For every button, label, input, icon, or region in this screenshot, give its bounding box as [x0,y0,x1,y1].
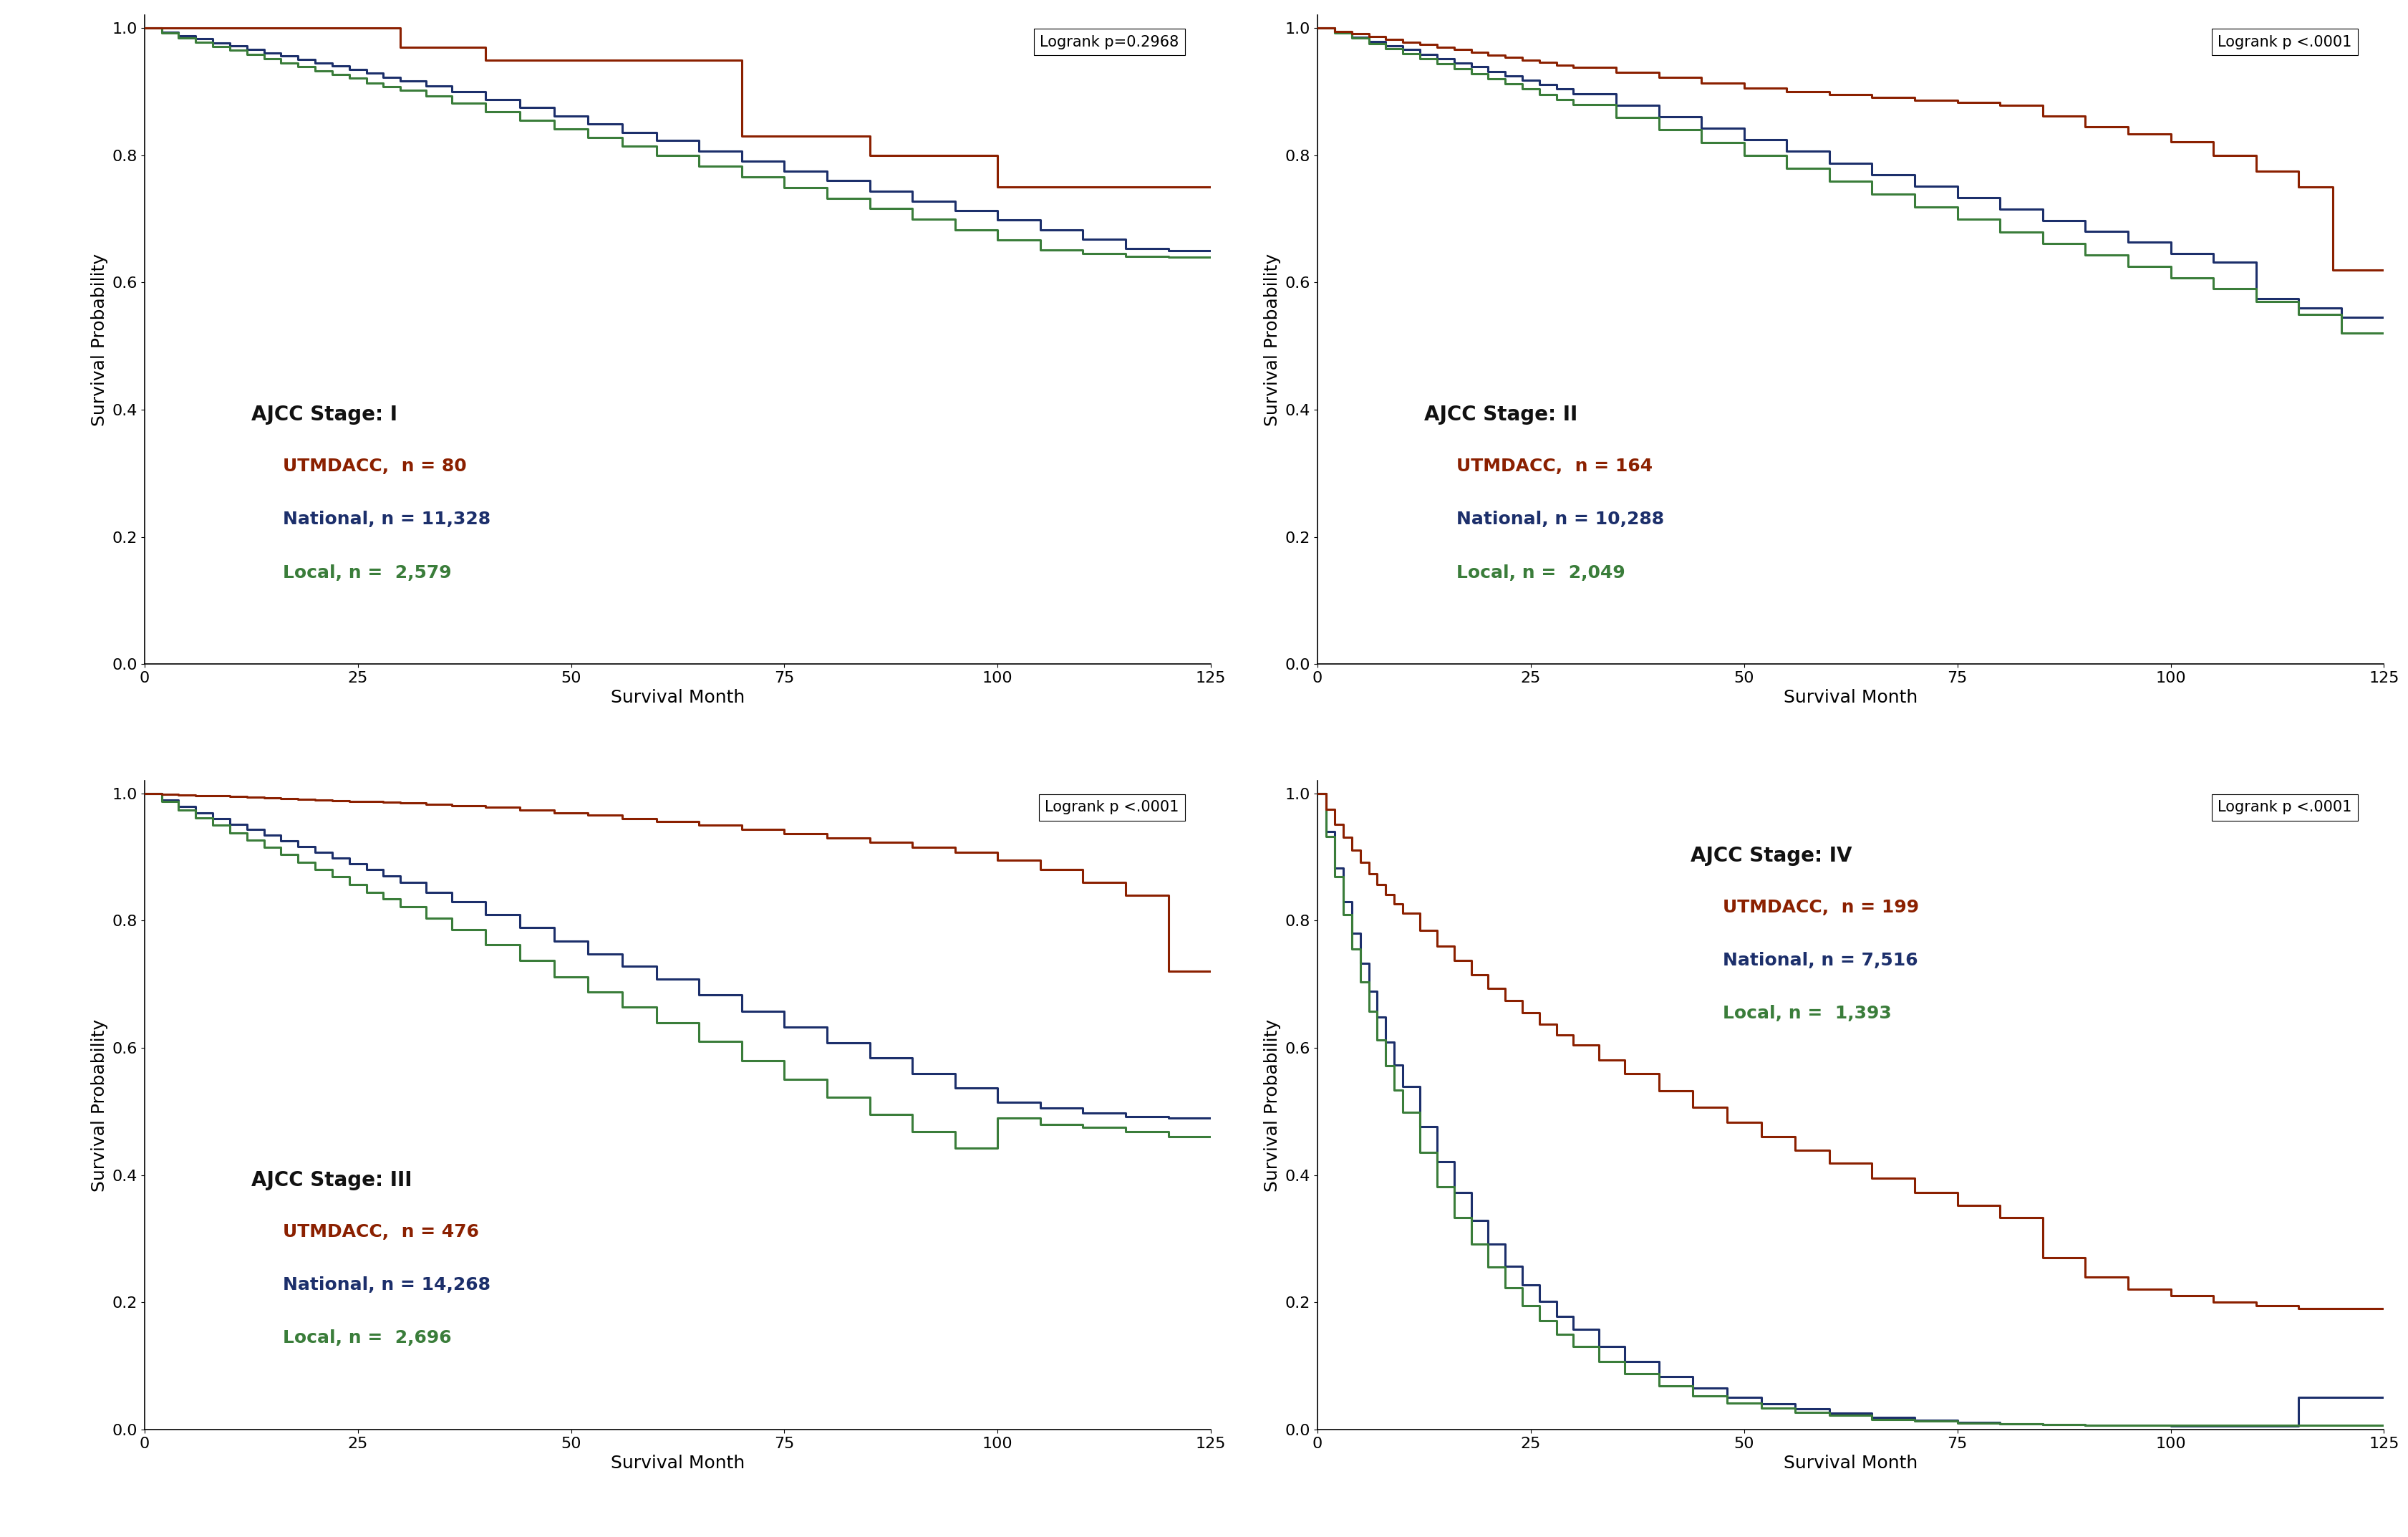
Text: Local, n =  1,393: Local, n = 1,393 [1722,1005,1893,1022]
Text: Logrank p <.0001: Logrank p <.0001 [2218,801,2353,815]
Text: UTMDACC,  n = 80: UTMDACC, n = 80 [284,458,467,475]
Y-axis label: Survival Probability: Survival Probability [1264,1019,1281,1191]
Text: UTMDACC,  n = 164: UTMDACC, n = 164 [1457,458,1652,475]
Text: National, n = 14,268: National, n = 14,268 [284,1276,491,1294]
Text: AJCC Stage: I: AJCC Stage: I [250,404,397,424]
Text: Logrank p=0.2968: Logrank p=0.2968 [1040,35,1180,49]
Text: National, n = 11,328: National, n = 11,328 [284,510,491,529]
Text: Logrank p <.0001: Logrank p <.0001 [1045,801,1180,815]
X-axis label: Survival Month: Survival Month [1784,689,1917,707]
Text: UTMDACC,  n = 476: UTMDACC, n = 476 [284,1223,479,1240]
X-axis label: Survival Month: Survival Month [612,1454,744,1472]
Text: National, n = 10,288: National, n = 10,288 [1457,510,1664,529]
Text: Local, n =  2,049: Local, n = 2,049 [1457,564,1625,581]
Text: National, n = 7,516: National, n = 7,516 [1722,951,1917,970]
Text: Local, n =  2,696: Local, n = 2,696 [284,1330,453,1346]
Text: Local, n =  2,579: Local, n = 2,579 [284,564,453,581]
Y-axis label: Survival Probability: Survival Probability [1264,254,1281,426]
Text: AJCC Stage: III: AJCC Stage: III [250,1170,412,1190]
Text: AJCC Stage: IV: AJCC Stage: IV [1690,845,1852,865]
Text: Logrank p <.0001: Logrank p <.0001 [2218,35,2353,49]
Text: UTMDACC,  n = 199: UTMDACC, n = 199 [1722,899,1919,916]
X-axis label: Survival Month: Survival Month [1784,1454,1917,1472]
Y-axis label: Survival Probability: Survival Probability [92,1019,108,1191]
X-axis label: Survival Month: Survival Month [612,689,744,707]
Text: AJCC Stage: II: AJCC Stage: II [1423,404,1577,424]
Y-axis label: Survival Probability: Survival Probability [92,254,108,426]
